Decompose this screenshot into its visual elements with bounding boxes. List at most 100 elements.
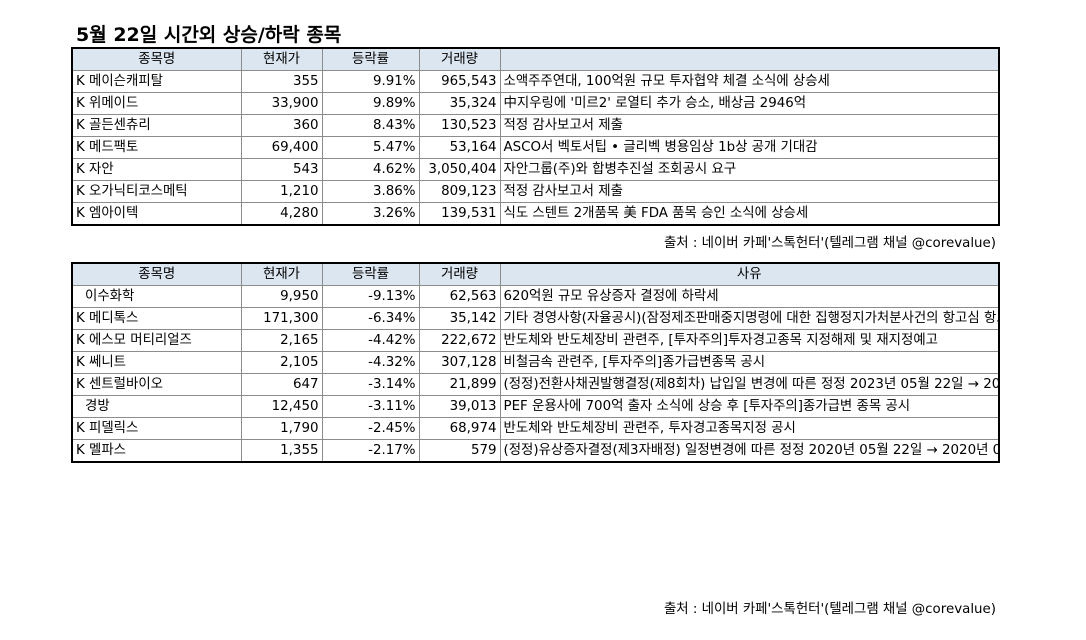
table-row: K 쎄니트 2,105 -4.32% 307,128 비철금속 관련주, [투자주의]종… [71, 351, 1000, 374]
table-row: 경방 12,450 -3.11% 39,013 PEF 운용사에 700억 출자 소식에… [71, 395, 1000, 418]
change-rate-cell: 4.62% [321, 158, 420, 181]
stock-name-cell: K 쎄니트 [71, 351, 242, 374]
price-cell: 171,300 [240, 307, 323, 330]
table-row: K 에스모 머티리얼즈 2,165 -4.42% 222,672 반도체와 반도체장비 … [71, 329, 1000, 352]
reason-cell: 반도체와 반도체장비 관련주, 투자경고종목지정 공시 [499, 417, 1000, 440]
change-rate-cell: -9.13% [321, 285, 420, 308]
reason-cell: 비철금속 관련주, [투자주의]종가급변종목 공시 [499, 351, 1000, 374]
price-cell: 1,210 [240, 180, 323, 203]
price-cell: 355 [240, 70, 323, 93]
reason-cell: 620억원 규모 유상증자 결정에 하락세 [499, 285, 1000, 308]
table-row: K 메이슨캐피탈 355 9.91% 965,543 소액주주연대, 100억원 규모 … [71, 70, 1000, 93]
change-rate-cell: -3.11% [321, 395, 420, 418]
volume-cell: 53,164 [418, 136, 501, 159]
volume-cell: 130,523 [418, 114, 501, 137]
stock-name-cell: K 센트럴바이오 [71, 373, 242, 396]
table-row: K 피델릭스 1,790 -2.45% 68,974 반도체와 반도체장비 관련주, 투… [71, 417, 1000, 440]
volume-cell: 222,672 [418, 329, 501, 352]
price-cell: 1,355 [240, 439, 323, 463]
change-rate-cell: -4.32% [321, 351, 420, 374]
price-cell: 360 [240, 114, 323, 137]
stock-name-cell: K 멜파스 [71, 439, 242, 463]
column-header-name: 종목명 [71, 47, 242, 71]
stock-name-cell: 이수화학 [71, 285, 242, 308]
reason-cell: 적정 감사보고서 제출 [499, 180, 1000, 203]
reason-cell: 소액주주연대, 100억원 규모 투자협약 체결 소식에 상승세 [499, 70, 1000, 93]
change-rate-cell: -2.45% [321, 417, 420, 440]
column-header-price: 현재가 [240, 47, 323, 71]
volume-cell: 809,123 [418, 180, 501, 203]
stock-name-cell: K 골든센츄리 [71, 114, 242, 137]
change-rate-cell: 5.47% [321, 136, 420, 159]
stock-name-cell: 경방 [71, 395, 242, 418]
table-row: K 자안 543 4.62% 3,050,404 자안그룹(주)와 합병추진설 조회공시… [71, 158, 1000, 181]
table-row: K 메드팩토 69,400 5.47% 53,164 ASCO서 벡토서팁 • 글리벡 … [71, 136, 1000, 159]
change-rate-cell: -2.17% [321, 439, 420, 463]
column-header-price: 현재가 [240, 262, 323, 286]
price-cell: 9,950 [240, 285, 323, 308]
reason-cell: 中지우링에 '미르2' 로열티 추가 승소, 배상금 2946억 [499, 92, 1000, 115]
source-note: 출처 : 네이버 카페'스톡헌터'(텔레그램 채널 @corevalue) [663, 602, 996, 617]
reason-cell: PEF 운용사에 700억 출자 소식에 상승 후 [투자주의]종가급변 종목 … [499, 395, 1000, 418]
price-cell: 33,900 [240, 92, 323, 115]
table-row: K 오가닉티코스메틱 1,210 3.86% 809,123 적정 감사보고서 제출 [71, 180, 1000, 203]
change-rate-cell: 9.91% [321, 70, 420, 93]
price-cell: 543 [240, 158, 323, 181]
stock-name-cell: K 엠아이텍 [71, 202, 242, 226]
stock-name-cell: K 위메이드 [71, 92, 242, 115]
change-rate-cell: -3.14% [321, 373, 420, 396]
table-row: K 센트럴바이오 647 -3.14% 21,899 (정정)전환사채권발행결정(제8회… [71, 373, 1000, 396]
losers-header-row: 종목명 현재가 등락률 거래량 사유 [71, 262, 1000, 286]
reason-cell: 식도 스텐트 2개품목 美 FDA 품목 승인 소식에 상승세 [499, 202, 1000, 226]
stock-name-cell: K 에스모 머티리얼즈 [71, 329, 242, 352]
table-row: K 멜파스 1,355 -2.17% 579 (정정)유상증자결정(제3자배정) 일정변… [71, 439, 1000, 463]
volume-cell: 39,013 [418, 395, 501, 418]
stock-name-cell: K 오가닉티코스메틱 [71, 180, 242, 203]
column-header-reason: 사유 [499, 262, 1000, 286]
page-title: 5월 22일 시간외 상승/하락 종목 [76, 24, 342, 46]
price-cell: 2,165 [240, 329, 323, 352]
stock-name-cell: K 메드팩토 [71, 136, 242, 159]
volume-cell: 579 [418, 439, 501, 463]
volume-cell: 62,563 [418, 285, 501, 308]
reason-cell: 반도체와 반도체장비 관련주, [투자주의]투자경고종목 지정해제 및 재지정예… [499, 329, 1000, 352]
change-rate-cell: 3.26% [321, 202, 420, 226]
volume-cell: 3,050,404 [418, 158, 501, 181]
reason-cell: (정정)유상증자결정(제3자배정) 일정변경에 따른 정정 2020년 05월 … [499, 439, 1000, 463]
column-header-name: 종목명 [71, 262, 242, 286]
table-row: K 위메이드 33,900 9.89% 35,324 中지우링에 '미르2' 로열티 추… [71, 92, 1000, 115]
price-cell: 2,105 [240, 351, 323, 374]
price-cell: 647 [240, 373, 323, 396]
volume-cell: 21,899 [418, 373, 501, 396]
reason-cell: 적정 감사보고서 제출 [499, 114, 1000, 137]
stock-name-cell: K 메이슨캐피탈 [71, 70, 242, 93]
table-row: K 골든센츄리 360 8.43% 130,523 적정 감사보고서 제출 [71, 114, 1000, 137]
column-header-change: 등락률 [321, 262, 420, 286]
change-rate-cell: 3.86% [321, 180, 420, 203]
column-header-volume: 거래량 [418, 262, 501, 286]
column-header-change: 등락률 [321, 47, 420, 71]
price-cell: 69,400 [240, 136, 323, 159]
table-row: 이수화학 9,950 -9.13% 62,563 620억원 규모 유상증자 결정에 하… [71, 285, 1000, 308]
source-note: 출처 : 네이버 카페'스톡헌터'(텔레그램 채널 @corevalue) [663, 236, 996, 251]
stock-name-cell: K 자안 [71, 158, 242, 181]
price-cell: 1,790 [240, 417, 323, 440]
price-cell: 12,450 [240, 395, 323, 418]
volume-cell: 68,974 [418, 417, 501, 440]
change-rate-cell: -6.34% [321, 307, 420, 330]
losers-table: 종목명 현재가 등락률 거래량 사유 이수화학 9,950 -9.13% 62,563… [71, 262, 1000, 463]
volume-cell: 307,128 [418, 351, 501, 374]
volume-cell: 35,142 [418, 307, 501, 330]
column-header-reason [499, 47, 1000, 71]
table-row: K 메디톡스 171,300 -6.34% 35,142 기타 경영사항(자율공시)(잠… [71, 307, 1000, 330]
gainers-header-row: 종목명 현재가 등락률 거래량 [71, 47, 1000, 71]
stock-name-cell: K 피델릭스 [71, 417, 242, 440]
gainers-table: 종목명 현재가 등락률 거래량 K 메이슨캐피탈 355 9.91% 965,543 소… [71, 47, 1000, 226]
volume-cell: 139,531 [418, 202, 501, 226]
volume-cell: 35,324 [418, 92, 501, 115]
reason-cell: (정정)전환사채권발행결정(제8회차) 납입일 변경에 따른 정정 2023년 … [499, 373, 1000, 396]
volume-cell: 965,543 [418, 70, 501, 93]
stock-name-cell: K 메디톡스 [71, 307, 242, 330]
change-rate-cell: 9.89% [321, 92, 420, 115]
table-row: K 엠아이텍 4,280 3.26% 139,531 식도 스텐트 2개품목 美 FDA… [71, 202, 1000, 226]
